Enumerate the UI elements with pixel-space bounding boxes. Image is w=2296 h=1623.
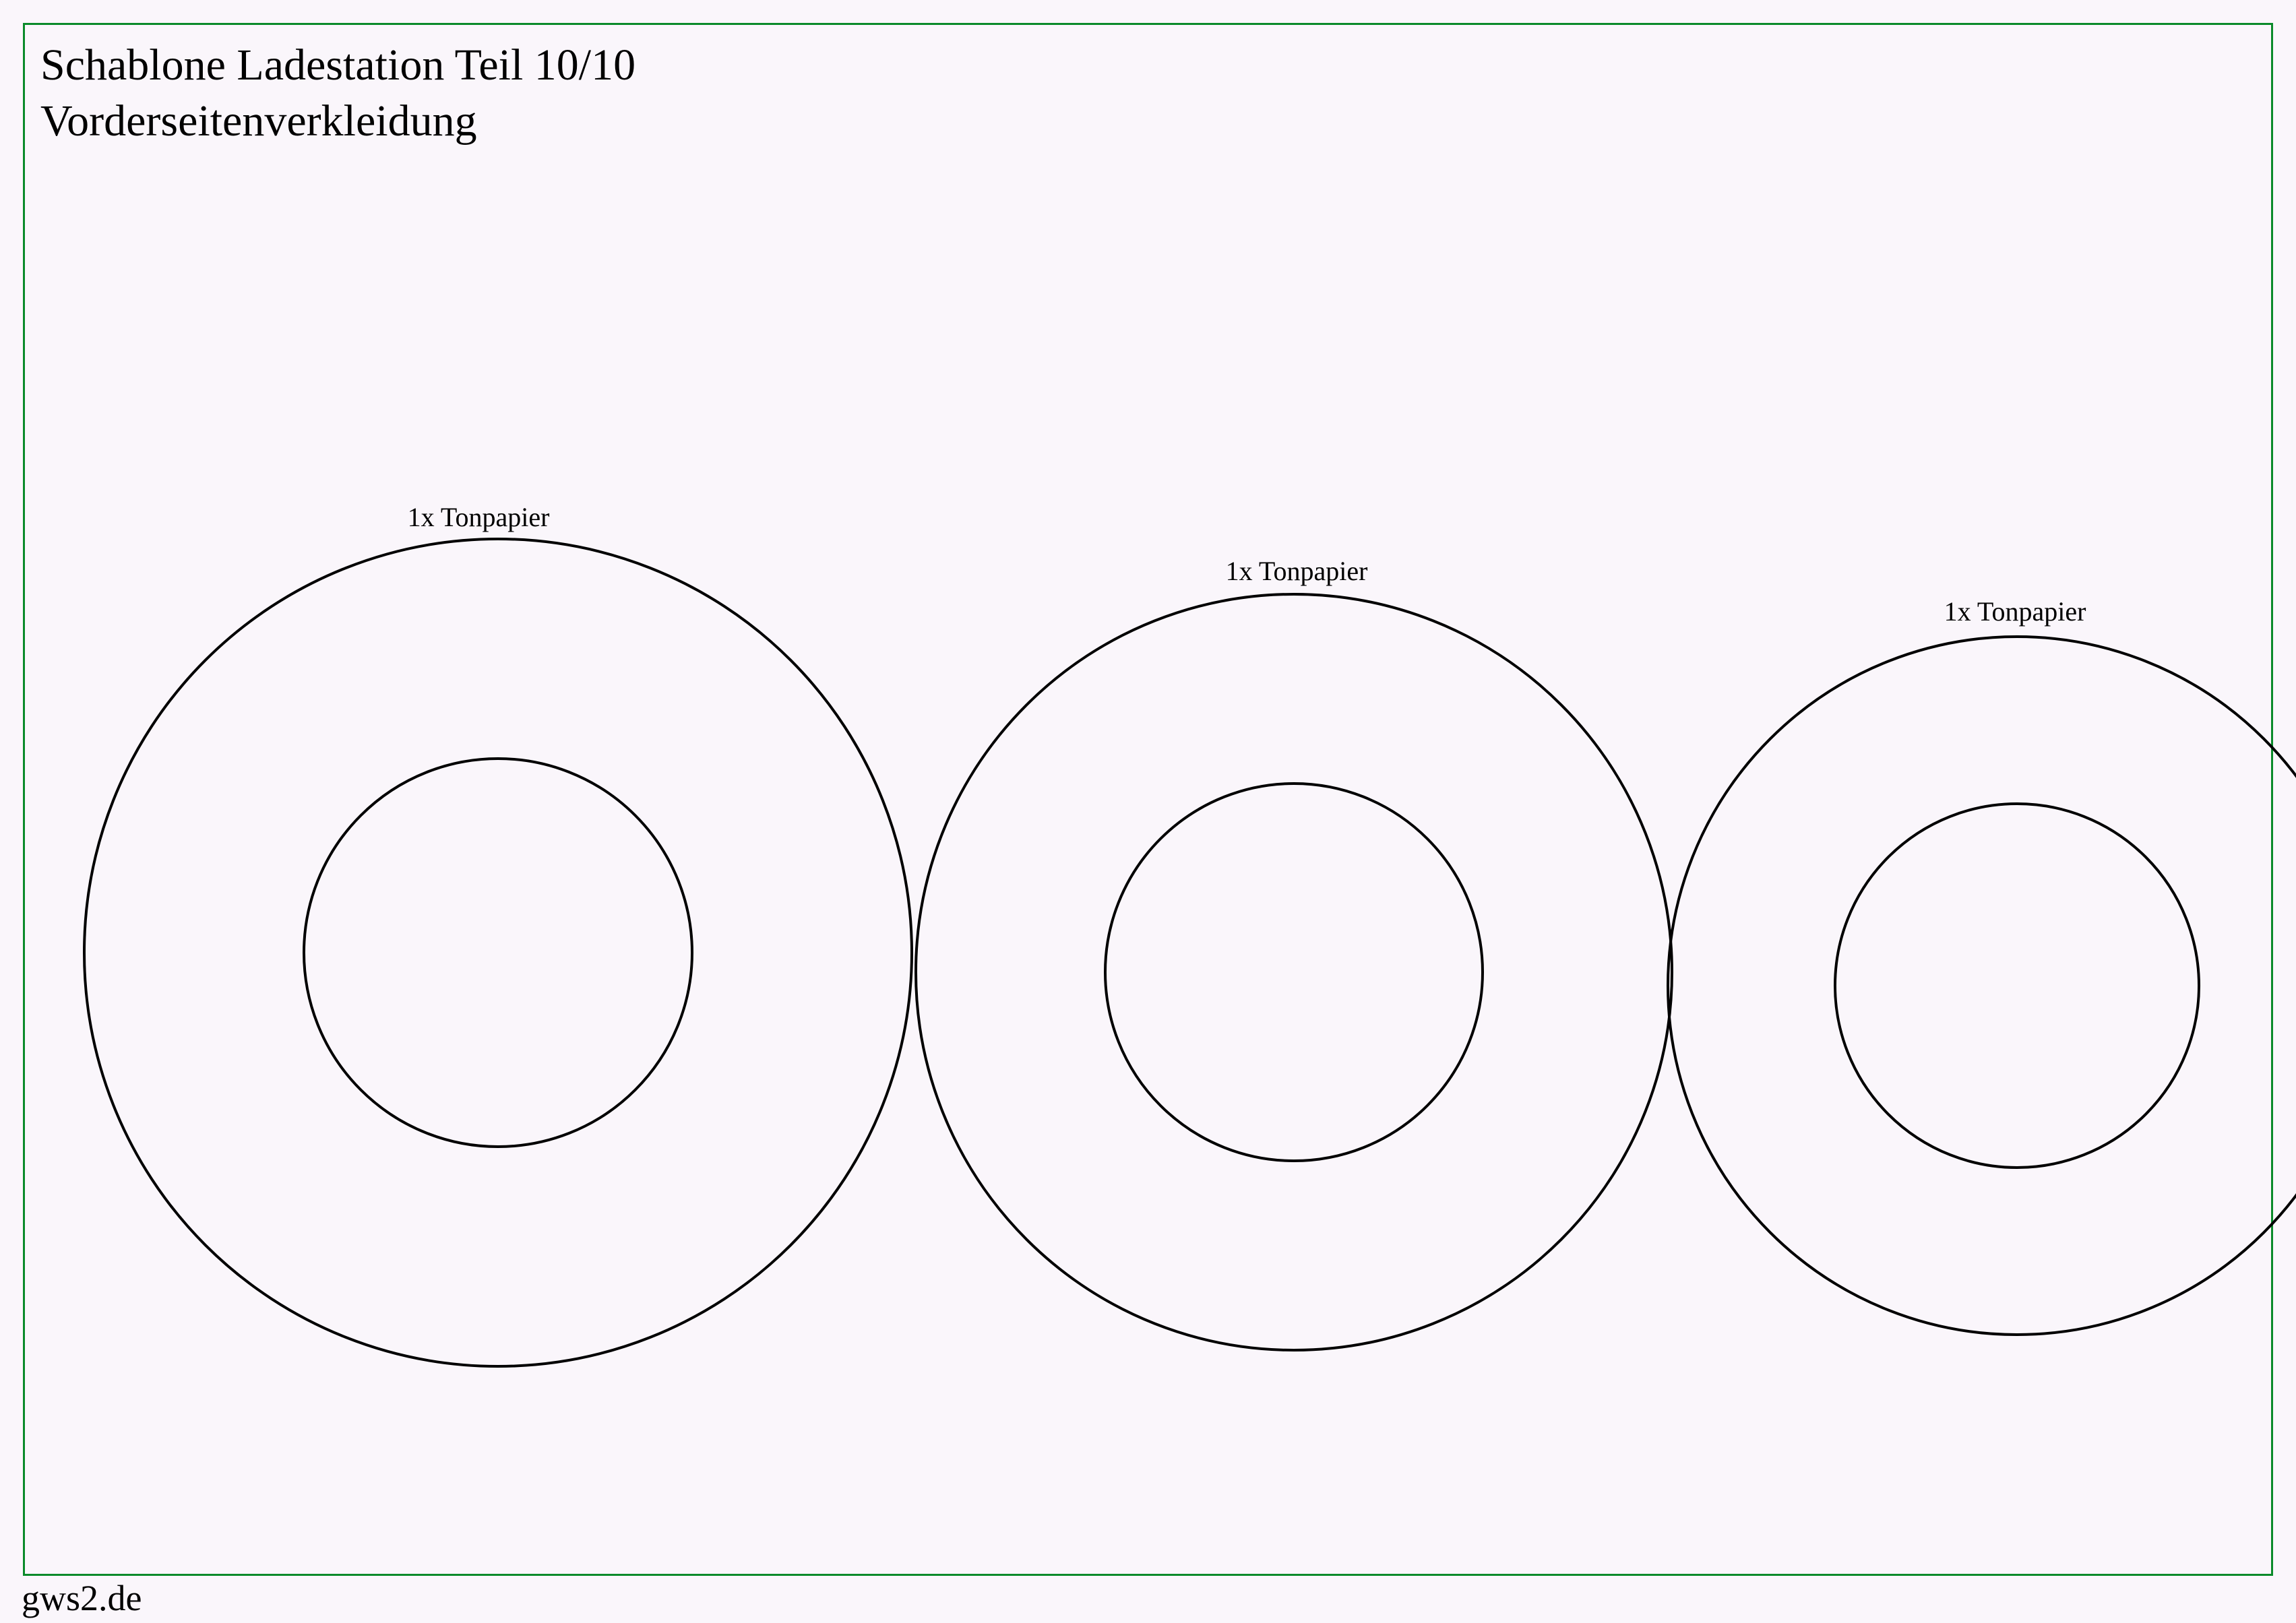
title-block: Schablone Ladestation Teil 10/10 Vorders…	[40, 38, 635, 149]
title-line-2: Vorderseitenverkleidung	[40, 94, 635, 150]
ring-2-label: 1x Tonpapier	[1226, 555, 1368, 587]
ring-1-label: 1x Tonpapier	[408, 501, 550, 533]
footer-text: gws2.de	[22, 1577, 142, 1619]
page-frame	[23, 23, 2273, 1576]
ring-3-label: 1x Tonpapier	[1944, 596, 2086, 627]
title-line-1: Schablone Ladestation Teil 10/10	[40, 38, 635, 94]
